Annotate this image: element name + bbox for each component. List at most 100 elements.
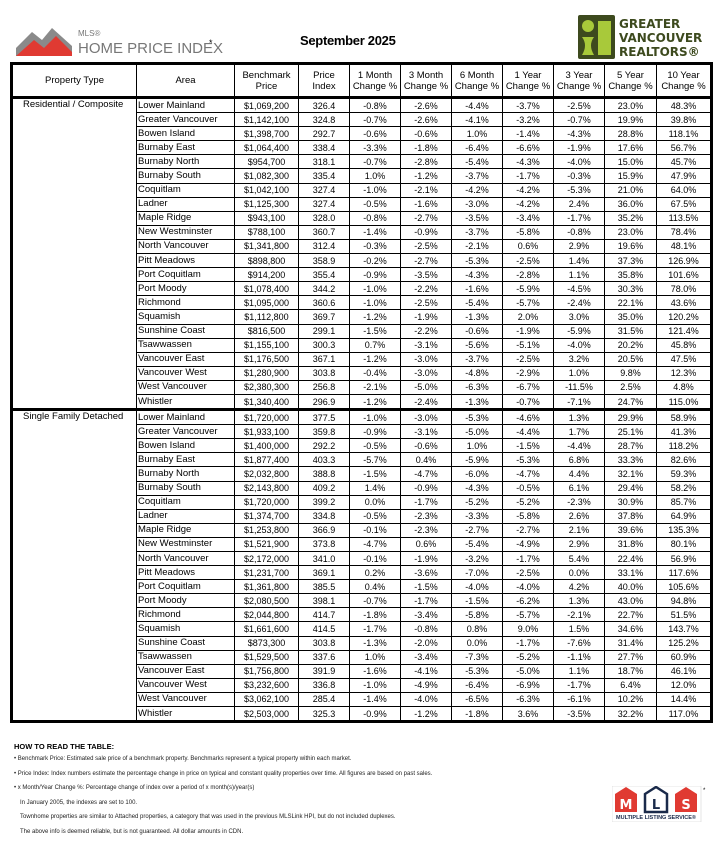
value-cell: -5.0% [502,663,554,679]
value-cell: -3.7% [451,168,503,184]
value-cell: -3.5% [400,267,452,283]
value-cell: -2.5% [400,295,452,311]
area-cell: Coquitlam [136,494,235,510]
value-cell: 80.1% [656,536,712,553]
value-cell: $1,756,800 [234,663,299,679]
value-cell: -5.9% [502,281,554,297]
value-cell: -3.3% [349,140,401,156]
value-cell: 25.1% [604,424,657,440]
value-cell: $1,341,800 [234,238,299,255]
value-cell: -1.7% [502,635,554,651]
value-cell: $873,300 [234,635,299,651]
table-row: Burnaby East $1,064,400 338.4 -3.3% -1.8% -6.… [12,140,712,156]
table-row: New Westminster $1,521,900 373.8 -4.7% 0.6% -… [12,536,712,553]
value-cell: 101.6% [656,267,712,283]
value-cell: 23.0% [604,96,657,114]
value-cell: -3.3% [451,508,503,524]
value-cell: 328.0 [298,210,350,226]
value-cell: $954,700 [234,154,299,170]
value-cell: 292.2 [298,438,350,454]
value-cell: 56.9% [656,550,712,567]
value-cell: -0.9% [349,424,401,440]
value-cell: -7.6% [553,635,605,651]
value-cell: 0.4% [400,452,452,468]
value-cell: -0.7% [349,593,401,609]
value-cell: 1.0% [349,168,401,184]
area-cell: Port Moody [136,593,235,609]
table-row: Vancouver East $1,756,800 391.9 -1.6% -4.1% -… [12,663,712,679]
value-cell: -2.4% [553,295,605,311]
value-cell: 303.8 [298,635,350,651]
value-cell: -1.9% [553,140,605,156]
value-cell: -5.2% [502,494,554,510]
value-cell: -2.5% [502,253,554,269]
value-cell: 2.9% [553,536,605,553]
column-header: Property Type [11,63,137,99]
value-cell: 17.6% [604,140,657,156]
value-cell: 117.6% [656,565,712,581]
area-cell: New Westminster [136,536,235,553]
value-cell: 58.9% [656,409,712,426]
svg-text:REALTORS®: REALTORS® [619,45,700,59]
value-cell: -1.4% [349,224,401,240]
area-cell: Richmond [136,607,235,623]
value-cell: -0.5% [349,508,401,524]
value-cell: -4.6% [502,409,554,426]
value-cell: 337.6 [298,649,350,665]
value-cell: -5.8% [502,224,554,240]
value-cell: 20.2% [604,337,657,353]
value-cell: 60.9% [656,649,712,665]
value-cell: -4.1% [400,663,452,679]
value-cell: 27.7% [604,649,657,665]
value-cell: -4.5% [553,281,605,297]
table-row: Vancouver East $1,176,500 367.1 -1.2% -3.0% -… [12,351,712,367]
value-cell: 1.4% [349,480,401,496]
value-cell: -5.4% [451,295,503,311]
column-header: 6 Month Change % [451,63,503,99]
value-cell: 2.1% [553,522,605,538]
value-cell: -4.0% [502,579,554,595]
value-cell: 2.5% [604,379,657,395]
value-cell: 2.0% [502,309,554,325]
area-cell: Sunshine Coast [136,635,235,651]
value-cell: -3.0% [400,409,452,426]
value-cell: -0.6% [349,126,401,142]
value-cell: -1.8% [451,706,503,724]
value-cell: 48.3% [656,96,712,114]
value-cell: 0.0% [349,494,401,510]
area-cell: Maple Ridge [136,522,235,538]
value-cell: 327.4 [298,196,350,212]
svg-text:M: M [620,798,633,813]
value-cell: 43.6% [656,295,712,311]
area-cell: West Vancouver [136,691,235,708]
value-cell: -0.5% [349,438,401,454]
value-cell: 22.7% [604,607,657,623]
value-cell: 409.2 [298,480,350,496]
area-cell: Burnaby South [136,168,235,184]
value-cell: $1,125,300 [234,196,299,212]
column-header: 10 Year Change % [656,63,712,99]
value-cell: 56.7% [656,140,712,156]
value-cell: 366.9 [298,522,350,538]
value-cell: -2.0% [400,635,452,651]
value-cell: -2.8% [400,154,452,170]
note-price-index: • Price Index: Index numbers estimate th… [14,770,433,777]
value-cell: -1.5% [349,323,401,339]
area-cell: Ladner [136,508,235,524]
svg-text:MLS®: MLS® [78,29,100,38]
value-cell: -5.8% [502,508,554,524]
value-cell: $1,374,700 [234,508,299,524]
table-row: Richmond $1,095,000 360.6 -1.0% -2.5% -5.4% -5… [12,295,712,311]
value-cell: 336.8 [298,677,350,693]
value-cell: -1.3% [451,309,503,325]
table-row: Vancouver West $1,280,900 303.8 -0.4% -3.0% -… [12,365,712,381]
value-cell: 1.5% [553,621,605,637]
value-cell: $1,400,000 [234,438,299,454]
area-cell: Greater Vancouver [136,424,235,440]
table-row: Residential / Composite Lower Mainland $1,… [11,96,712,412]
value-cell: 1.0% [553,365,605,381]
area-cell: Bowen Island [136,126,235,142]
value-cell: -2.5% [502,351,554,367]
value-cell: 334.8 [298,508,350,524]
value-cell: -2.1% [451,238,503,255]
